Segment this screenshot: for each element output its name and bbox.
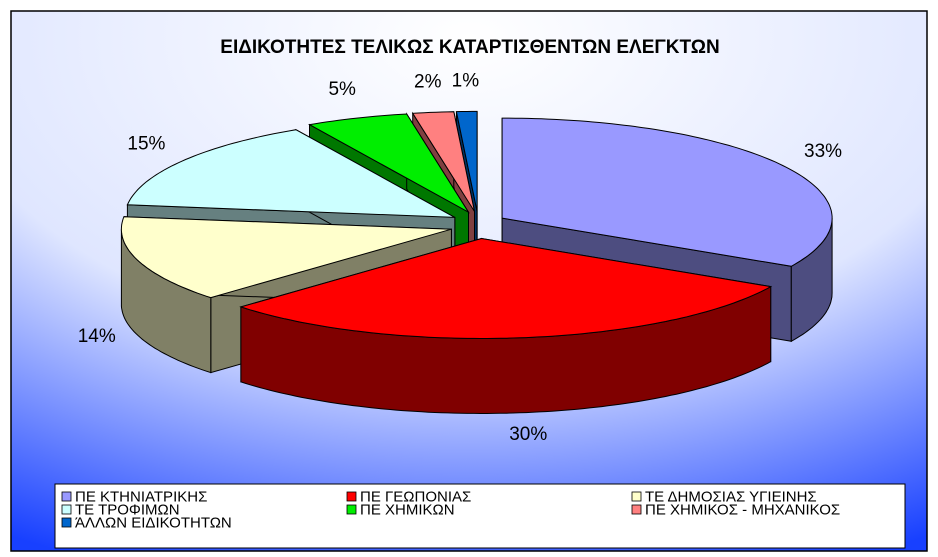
slice (455, 110, 478, 212)
legend-label: ΠΕ ΧΗΜΙΚΟΣ - ΜΗΧΑΝΙΚΟΣ (645, 501, 840, 518)
legend-swatch (631, 504, 642, 515)
data-label: 33% (804, 141, 842, 162)
legend-label: ΠΕ ΚΤΗΝΙΑΤΡΙΚΗΣ (75, 488, 207, 505)
legend-swatch (346, 504, 357, 515)
data-label: 15% (127, 133, 165, 154)
data-label: 14% (78, 326, 116, 347)
slice (126, 129, 456, 218)
slice (239, 237, 773, 339)
legend-label: ΠΕ ΧΗΜΙΚΩΝ (360, 501, 455, 518)
legend-swatch (631, 491, 642, 502)
data-label: 2% (414, 72, 442, 93)
data-label: 30% (509, 424, 547, 445)
legend-label: ΤΕ ΔΗΜΟΣΙΑΣ ΥΓΙΕΙΝΗΣ (645, 488, 817, 505)
slice (501, 117, 833, 267)
legend-label: ΆΛΛΩΝ ΕΙΔΙΚΟΤΗΤΩΝ (75, 514, 232, 531)
legend-label: ΤΕ ΤΡΟΦΙΜΩΝ (75, 501, 180, 518)
slice (411, 111, 475, 212)
slice (307, 113, 470, 214)
legend-label: ΠΕ ΓΕΩΠΟΝΙΑΣ (360, 488, 471, 505)
chart-title: ΕΙΔΙΚΟΤΗΤΕΣ ΤΕΛΙΚΩΣ ΚΑΤΑΡΤΙΣΘΕΝΤΩΝ ΕΛΕΓΚ… (220, 37, 719, 58)
slice (120, 216, 452, 299)
data-label: 1% (452, 71, 480, 92)
legend-swatch (61, 517, 72, 528)
legend-swatch (61, 491, 72, 502)
legend-box (54, 483, 906, 549)
data-label: 5% (328, 79, 356, 100)
legend-swatch (346, 491, 357, 502)
legend-swatch (61, 504, 72, 515)
